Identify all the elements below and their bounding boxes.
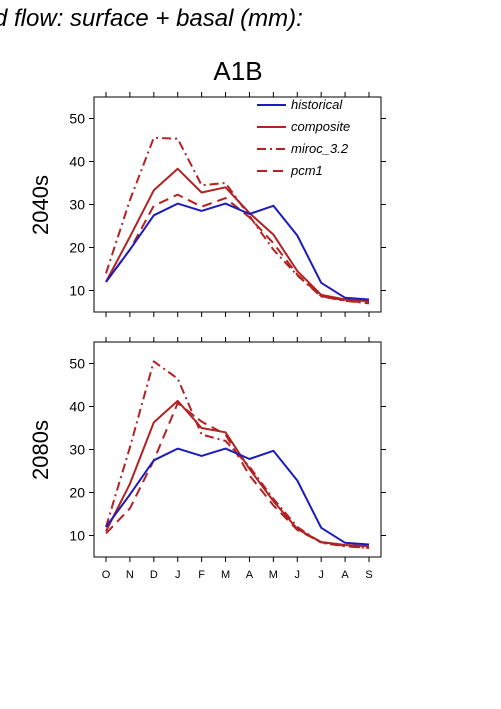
- legend-entry-pcm1: pcm1: [290, 163, 323, 178]
- chart-panels: 10 20 30 40 50 2040s historical composite miroc_…: [28, 92, 386, 581]
- y-tick-label: 10: [69, 283, 85, 299]
- row-label-2080s: 2080s: [28, 420, 53, 480]
- chart-panel-2080s: 10 20 30 40 50 O N D J F M A M J J A S 2080s: [28, 337, 386, 581]
- series-line-historical: [105, 447, 370, 546]
- x-tick-label: J: [318, 569, 324, 581]
- x-tick-label: D: [150, 569, 158, 581]
- row-label-2040s: 2040s: [28, 175, 53, 235]
- x-tick-label: J: [175, 569, 181, 581]
- y-tick-label: 20: [69, 485, 85, 501]
- y-tick-label: 50: [69, 111, 85, 127]
- y-tick-label: 30: [69, 197, 85, 213]
- y-tick-label: 40: [69, 154, 85, 170]
- scenario-label: A1B: [213, 56, 262, 86]
- series-line-pcm1: [105, 193, 370, 304]
- x-tick-label: S: [365, 569, 372, 581]
- series-line-pcm1: [105, 402, 370, 549]
- figure-title: d flow: surface + basal (mm):: [0, 5, 303, 32]
- x-tick-label: J: [295, 569, 301, 581]
- series-line-historical: [105, 202, 370, 301]
- legend-entry-miroc_3.2: miroc_3.2: [291, 141, 349, 156]
- y-tick-label: 20: [69, 240, 85, 256]
- chart-panel-2040s: 10 20 30 40 50 2040s historical composite miroc_…: [28, 92, 386, 317]
- series-line-composite: [105, 167, 370, 303]
- x-tick-label: M: [221, 569, 230, 581]
- x-tick-label: A: [246, 569, 254, 581]
- y-tick-label: 30: [69, 442, 85, 458]
- legend-entry-historical: historical: [291, 97, 343, 112]
- y-tick-label: 40: [69, 399, 85, 415]
- x-tick-label: A: [341, 569, 349, 581]
- x-tick-label: F: [198, 569, 205, 581]
- x-tick-label: M: [269, 569, 278, 581]
- x-tick-label: N: [126, 569, 134, 581]
- x-tick-label: O: [102, 569, 111, 581]
- y-tick-label: 50: [69, 356, 85, 372]
- legend-entry-composite: composite: [291, 119, 350, 134]
- y-tick-label: 10: [69, 528, 85, 544]
